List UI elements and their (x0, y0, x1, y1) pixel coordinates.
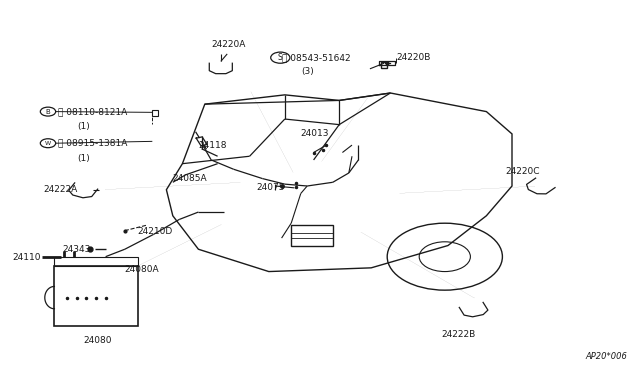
Text: 24075: 24075 (256, 183, 285, 192)
Text: 24110: 24110 (13, 253, 42, 262)
Text: 24080: 24080 (83, 336, 112, 345)
Text: 24220C: 24220C (506, 167, 540, 176)
Bar (54, 266, 138, 326)
Text: 24085A: 24085A (173, 174, 207, 183)
Text: S: S (278, 53, 283, 62)
Text: 24222B: 24222B (442, 330, 476, 339)
Text: 24210D: 24210D (138, 227, 173, 236)
Text: 24080A: 24080A (125, 265, 159, 274)
Text: 24343: 24343 (63, 245, 91, 254)
Text: Ⓦ 08915-1381A: Ⓦ 08915-1381A (58, 139, 127, 148)
Text: (1): (1) (77, 122, 90, 131)
Text: 24118: 24118 (198, 141, 227, 150)
Text: AP20*006: AP20*006 (586, 352, 627, 361)
Text: (1): (1) (77, 154, 90, 163)
Text: 24013: 24013 (301, 129, 330, 138)
Text: B: B (45, 109, 51, 115)
Text: 24222A: 24222A (44, 185, 78, 194)
Text: 24220B: 24220B (397, 53, 431, 62)
Text: 24220A: 24220A (211, 40, 246, 49)
Bar (291, 225, 333, 246)
Text: W: W (45, 141, 51, 146)
Bar (54, 257, 138, 266)
Text: (3): (3) (301, 67, 314, 76)
Text: Ⓢ 08543-51642: Ⓢ 08543-51642 (282, 53, 350, 62)
Text: Ⓑ 08110-8121A: Ⓑ 08110-8121A (58, 107, 127, 116)
